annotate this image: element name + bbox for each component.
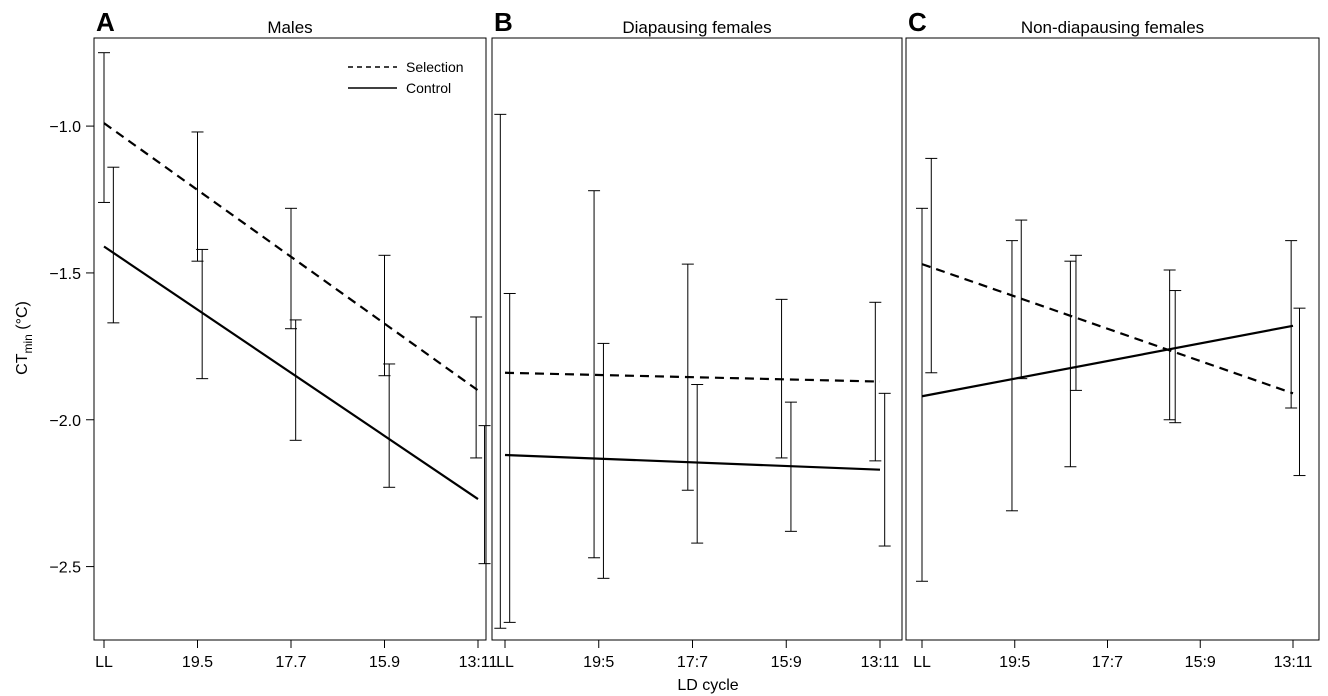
legend-label-selection: Selection	[406, 59, 464, 75]
x-tick-label: LL	[913, 654, 931, 671]
x-tick-label: 15.9	[369, 654, 400, 671]
legend: Selection Control	[348, 59, 464, 96]
error-bar	[289, 319, 302, 441]
panel-c: C Non-diapausing females LL 19:5 17:7 15:9 13:…	[905, 7, 1320, 671]
error-bar	[383, 363, 396, 488]
error-bar	[191, 131, 204, 262]
error-bar	[285, 207, 297, 330]
series-line-control	[921, 324, 1294, 398]
panel-frame	[905, 37, 1320, 641]
series-line-selection	[103, 122, 479, 392]
x-tick-label: 15:9	[771, 654, 802, 671]
panel-frame	[93, 37, 487, 641]
x-tick-label: LL	[496, 654, 514, 671]
y-axis-label: CTmin (°C)	[14, 301, 35, 375]
error-bar	[869, 301, 882, 462]
y-axis: −1.0 −1.5 −2.0 −2.5	[49, 38, 95, 640]
error-bar	[378, 254, 391, 377]
panel-title: Non-diapausing females	[1021, 18, 1204, 37]
error-bar	[107, 166, 120, 324]
error-bar	[691, 384, 704, 544]
x-tick-label: 13:11	[1274, 654, 1313, 671]
x-tick-label: 13:11	[861, 654, 900, 671]
x-tick-label: 19:5	[999, 654, 1030, 671]
error-bar	[916, 207, 928, 582]
error-bar	[878, 392, 891, 547]
panel-title: Males	[267, 18, 312, 37]
error-bar	[478, 425, 491, 565]
y-tick-label: −1.5	[49, 266, 81, 283]
series-line-selection	[921, 263, 1294, 395]
x-axis-label: LD cycle	[677, 677, 738, 694]
error-bar	[470, 316, 483, 459]
x-tick-label: 19:5	[583, 654, 614, 671]
error-bar	[494, 113, 507, 629]
panel-a: A Males LL 19.5 17.7 15.9 13:11	[93, 7, 498, 671]
series-line-selection	[504, 371, 881, 383]
error-bar	[1293, 307, 1306, 477]
panel-title: Diapausing females	[622, 18, 771, 37]
error-bar	[1169, 290, 1182, 424]
panel-frame	[491, 37, 903, 641]
panel-letter: C	[908, 7, 927, 37]
y-tick-label: −1.0	[49, 119, 81, 136]
error-bar	[503, 292, 516, 623]
error-bar	[588, 190, 601, 559]
series-line-control	[504, 453, 881, 471]
error-bar	[1064, 260, 1077, 468]
panel-b: B Diapausing females LL 19:5 17:7 15:9 13:11	[491, 7, 903, 671]
error-bar	[925, 157, 938, 374]
x-tick-label: 15:9	[1185, 654, 1216, 671]
x-tick-label: 13:11	[459, 654, 498, 671]
error-bar	[1285, 240, 1298, 409]
x-tick-label: 17:7	[1092, 654, 1123, 671]
error-bar	[1005, 240, 1018, 512]
x-tick-label: 17.7	[275, 654, 306, 671]
x-tick-label: 19.5	[182, 654, 213, 671]
panel-letter: A	[96, 7, 115, 37]
error-bar	[1069, 254, 1082, 391]
panel-letter: B	[494, 7, 513, 37]
error-bar	[98, 52, 110, 203]
error-bar	[597, 342, 610, 579]
y-tick-label: −2.5	[49, 560, 81, 577]
y-tick-label: −2.0	[49, 413, 81, 430]
series-line-control	[103, 245, 479, 500]
x-tick-label: LL	[95, 654, 113, 671]
panels: A Males LL 19.5 17.7 15.9 13:11 B Diapausing fem…	[93, 7, 1320, 671]
legend-label-control: Control	[406, 80, 451, 96]
error-bar	[1163, 269, 1176, 421]
x-tick-label: 17:7	[677, 654, 708, 671]
